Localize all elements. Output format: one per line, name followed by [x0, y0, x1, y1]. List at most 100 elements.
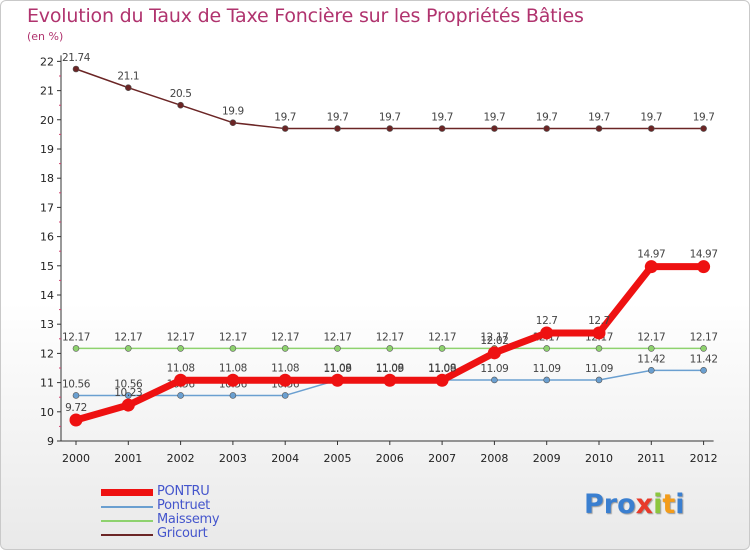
data-point	[543, 125, 551, 132]
data-point	[72, 65, 80, 73]
data-point	[438, 125, 446, 132]
x-tick-label: 2005	[324, 452, 352, 465]
data-label: 11.09	[480, 363, 508, 375]
x-tick-label: 2003	[219, 452, 247, 465]
data-label: 19.9	[222, 106, 244, 118]
data-label: 21.1	[117, 71, 139, 83]
x-tick-label: 2006	[376, 452, 404, 465]
data-point	[229, 392, 237, 399]
y-tick-label: 20	[40, 114, 54, 127]
data-label: 10.23	[114, 387, 142, 399]
data-point	[177, 101, 184, 109]
y-tick-label: 21	[40, 85, 54, 98]
data-label: 14.97	[690, 249, 718, 261]
data-point	[543, 376, 551, 384]
data-point	[72, 345, 80, 352]
x-tick-label: 2011	[637, 452, 665, 465]
data-label: 11.08	[376, 362, 404, 374]
data-point	[72, 392, 80, 399]
data-label: 11.09	[323, 363, 351, 375]
data-label: 11.08	[323, 362, 351, 374]
data-point	[334, 345, 341, 352]
data-point	[647, 345, 655, 352]
legend-swatch	[101, 534, 153, 536]
data-point	[435, 373, 449, 387]
legend-label: Pontruet	[157, 498, 210, 513]
data-point	[278, 373, 292, 387]
data-point	[121, 398, 135, 412]
data-point	[229, 345, 237, 352]
data-point	[438, 345, 446, 352]
data-point	[125, 345, 132, 352]
data-label: 12.17	[114, 331, 142, 343]
logo-letter: t	[662, 489, 676, 520]
data-point	[700, 345, 707, 352]
data-point	[700, 125, 707, 132]
y-tick-label: 16	[40, 231, 54, 244]
x-tick-label: 2000	[62, 452, 90, 465]
logo-letter: Pro	[584, 489, 636, 520]
data-point	[331, 373, 344, 387]
x-tick-label: 2004	[271, 452, 299, 465]
data-label: 19.7	[327, 112, 349, 124]
chart-unit: (en %)	[27, 30, 64, 43]
data-label: 11.08	[428, 362, 456, 374]
data-point	[125, 392, 132, 399]
data-point	[491, 376, 498, 384]
data-label: 11.08	[271, 362, 299, 374]
data-point	[177, 392, 184, 399]
x-tick-label: 2010	[585, 452, 613, 465]
data-label: 10.56	[114, 378, 143, 390]
data-point	[540, 326, 554, 340]
data-point	[487, 346, 501, 360]
data-label: 11.08	[167, 362, 195, 374]
data-label: 14.97	[637, 249, 665, 261]
logo-letter: x	[635, 489, 654, 520]
data-label: 10.56	[62, 378, 91, 390]
data-point	[174, 373, 188, 387]
data-point	[386, 345, 394, 352]
data-label: 12.17	[271, 331, 299, 343]
legend-swatch	[101, 489, 153, 496]
data-label: 11.09	[533, 363, 561, 375]
data-point	[697, 260, 711, 274]
data-point	[383, 373, 397, 387]
data-point	[543, 345, 551, 352]
data-point	[491, 125, 498, 132]
data-label: 12.17	[62, 331, 90, 343]
legend-label: Maissemy	[157, 512, 220, 527]
data-label: 12.7	[536, 315, 558, 327]
data-label: 19.7	[536, 112, 558, 124]
y-tick-label: 15	[40, 260, 54, 273]
y-tick-label: 11	[40, 377, 54, 390]
data-label: 20.5	[170, 88, 192, 100]
data-label: 12.02	[480, 335, 508, 347]
data-point	[644, 260, 658, 274]
data-label: 19.7	[640, 112, 662, 124]
data-point	[281, 392, 289, 399]
y-tick-label: 10	[40, 406, 54, 419]
data-point	[700, 367, 707, 374]
data-label: 9.72	[65, 402, 87, 414]
data-point	[281, 345, 289, 352]
data-label: 19.7	[274, 112, 296, 124]
x-tick-label: 2008	[480, 452, 508, 465]
data-point	[334, 125, 341, 132]
data-label: 12.17	[167, 331, 195, 343]
x-tick-label: 2001	[114, 452, 142, 465]
y-tick-label: 12	[40, 347, 54, 360]
data-label: 19.7	[693, 112, 715, 124]
data-point	[281, 125, 289, 132]
chart-title: Evolution du Taux de Taxe Foncière sur l…	[27, 5, 584, 27]
x-tick-label: 2007	[428, 452, 456, 465]
legend-label: PONTRU	[157, 484, 210, 499]
data-label: 12.17	[690, 331, 718, 343]
x-tick-label: 2002	[167, 452, 195, 465]
data-point	[595, 376, 603, 384]
data-label: 19.7	[484, 112, 506, 124]
data-label: 21.74	[62, 52, 91, 64]
data-label: 11.08	[219, 362, 247, 374]
y-tick-label: 17	[40, 201, 54, 214]
data-point	[595, 125, 603, 132]
logo-letter: i	[675, 489, 685, 520]
